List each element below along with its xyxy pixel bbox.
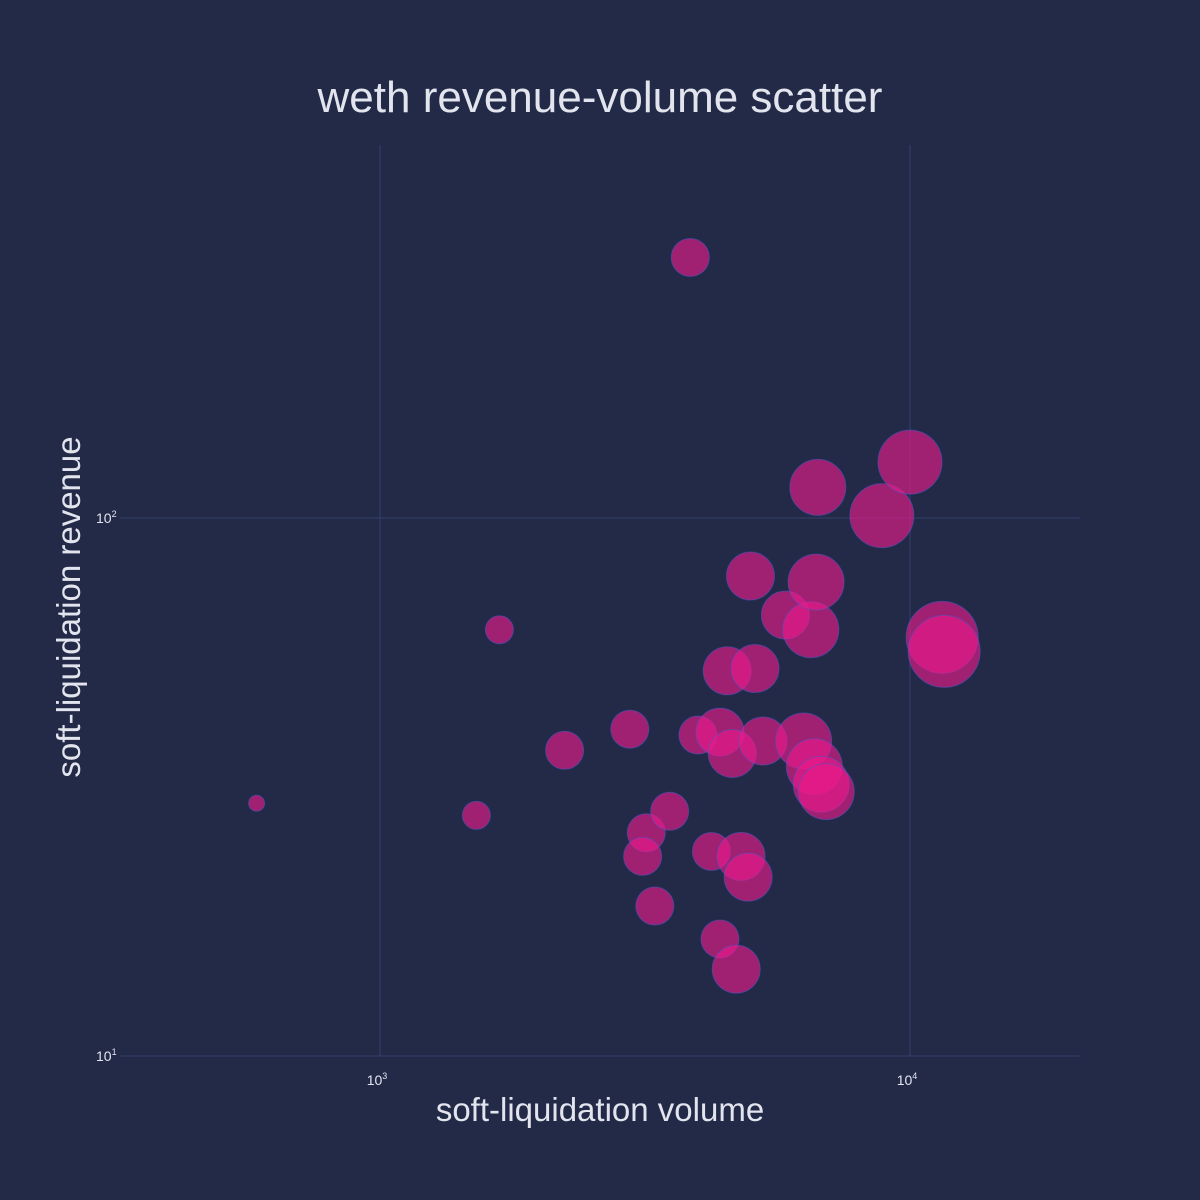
x-tick-exponent-1: 4: [912, 1071, 917, 1081]
scatter-point-4: [610, 709, 650, 749]
x-tick-label-0: 103: [367, 1071, 388, 1088]
y-axis-label: soft-liquidation revenue: [50, 436, 87, 777]
chart-title: weth revenue-volume scatter: [317, 73, 883, 122]
scatter-point-29: [797, 763, 855, 821]
scatter-point-0: [248, 794, 266, 812]
scatter-point-33: [907, 614, 981, 688]
ticks-layer: 103 104 101 102: [96, 509, 917, 1088]
scatter-point-31: [877, 429, 943, 495]
scatter-point-9: [670, 237, 710, 277]
scatter-point-2: [484, 615, 514, 645]
y-tick-exponent-0: 1: [112, 1047, 117, 1057]
scatter-point-19: [730, 644, 780, 694]
scatter-point-30: [849, 483, 915, 549]
points-layer: [248, 237, 981, 994]
scatter-point-3: [545, 730, 585, 770]
scatter-point-7: [635, 886, 675, 926]
scatter-point-6: [623, 836, 663, 876]
scatter-point-16: [711, 944, 761, 994]
grid-layer: [120, 145, 1080, 1057]
scatter-point-20: [725, 551, 775, 601]
scatter-point-1: [461, 800, 491, 830]
scatter-point-18: [723, 852, 773, 902]
scatter-point-26: [787, 553, 845, 611]
y-tick-exponent-1: 2: [112, 509, 117, 519]
y-tick-label-1: 102: [96, 509, 117, 526]
x-tick-exponent-0: 3: [382, 1071, 387, 1081]
scatter-point-27: [789, 458, 847, 516]
x-tick-label-1: 104: [897, 1071, 918, 1088]
y-tick-label-0: 101: [96, 1047, 117, 1064]
x-axis-label: soft-liquidation volume: [436, 1091, 764, 1128]
scatter-point-8: [650, 791, 690, 831]
